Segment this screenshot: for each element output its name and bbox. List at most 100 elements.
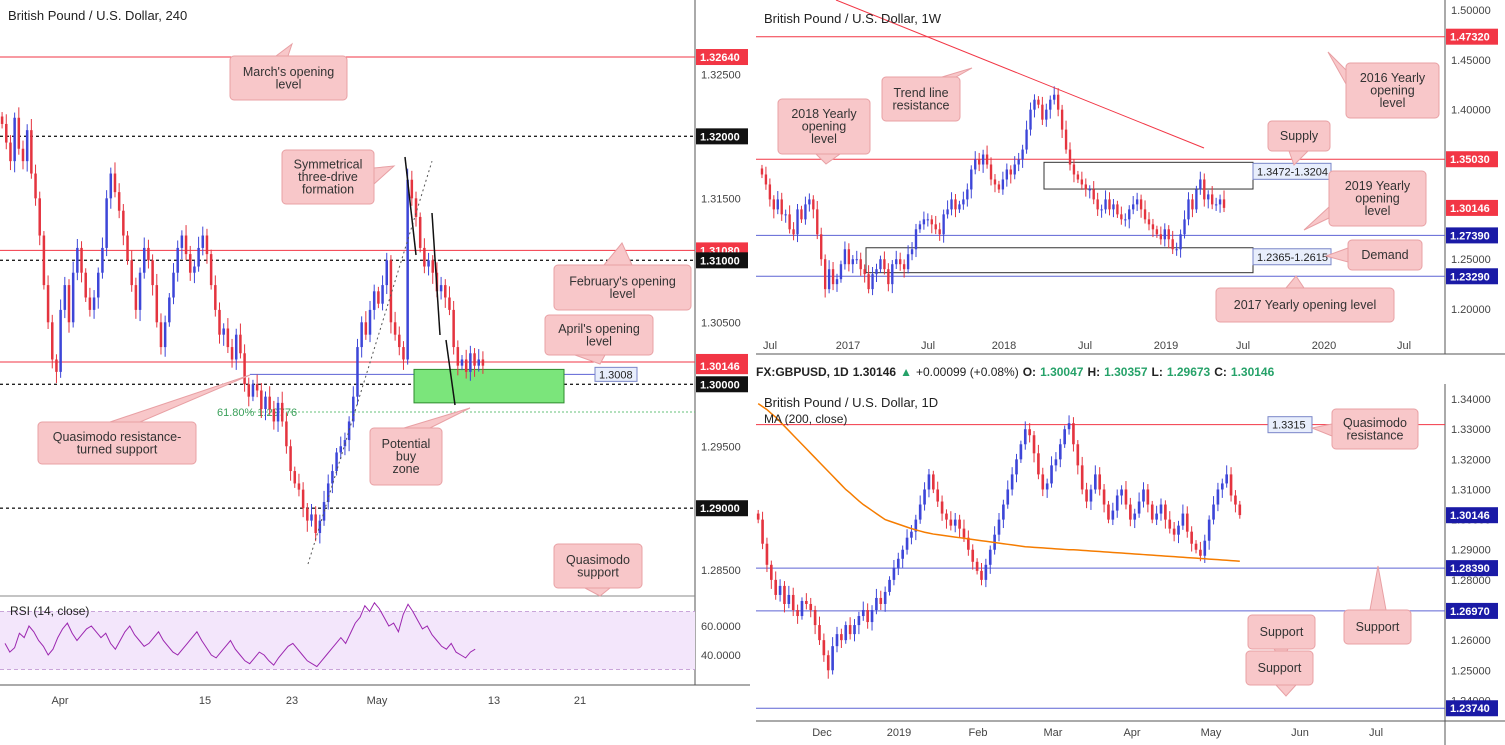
note-march-text: March's opening xyxy=(243,65,334,79)
weekly-candle xyxy=(859,259,862,270)
h4-candle xyxy=(473,353,476,366)
daily-chart-panel[interactable]: 1.340001.330001.320001.310001.300001.290… xyxy=(756,384,1505,745)
daily-candle xyxy=(901,549,904,559)
daily-candle xyxy=(1045,483,1049,490)
weekly-candle xyxy=(780,199,783,215)
daily-candle xyxy=(791,594,795,611)
h4-candle xyxy=(255,384,259,391)
weekly-candle xyxy=(1128,209,1131,220)
weekly-level-label-bg xyxy=(1446,199,1498,216)
h4-candle xyxy=(0,116,4,124)
daily-candle xyxy=(1028,429,1031,436)
weekly-candle xyxy=(958,204,961,210)
daily-candle xyxy=(949,519,953,526)
daily-candle xyxy=(1085,489,1088,502)
weekly-candle xyxy=(934,224,937,230)
h4-candle xyxy=(21,148,25,162)
h4-chart-panel[interactable]: 1.32500 1.32000 1.31500 1.31000 1.30500 1.300… xyxy=(0,0,750,712)
daily-candle xyxy=(1076,444,1080,466)
h4-chart-svg[interactable]: 1.32500 1.32000 1.31500 1.31000 1.30500 1.300… xyxy=(0,0,750,712)
weekly-candle xyxy=(1179,234,1182,250)
daily-chart-svg[interactable]: 1.340001.330001.320001.310001.300001.290… xyxy=(756,384,1505,745)
symbol-label: FX:GBPUSD, 1D xyxy=(756,365,849,379)
note-march-text: level xyxy=(276,77,302,91)
weekly-candle xyxy=(839,264,843,280)
h4-level-label-bg xyxy=(696,500,748,517)
h4-candle xyxy=(147,247,150,261)
daily-level-tag: 1.3315 xyxy=(1272,420,1306,432)
h4-candle xyxy=(9,142,12,162)
note-2018-text: opening xyxy=(802,120,847,134)
daily-candle xyxy=(1234,495,1237,505)
h4-candle xyxy=(456,347,460,366)
note-demand-box xyxy=(1347,239,1423,271)
h4-level-label: 1.29000 xyxy=(700,503,740,515)
high-value: 1.30357 xyxy=(1104,365,1148,379)
h4-candle xyxy=(80,247,83,273)
h4-candle xyxy=(251,384,255,397)
daily-candle xyxy=(783,585,786,604)
daily-level-label: 1.26970 xyxy=(1450,606,1490,618)
h4-candle xyxy=(260,390,263,410)
weekly-candle xyxy=(899,259,902,265)
weekly-trend-line xyxy=(835,0,1205,149)
rsi-line xyxy=(4,601,476,668)
weekly-candle xyxy=(930,219,933,225)
weekly-candle xyxy=(788,214,791,230)
note-2017-text: 2017 Yearly opening level xyxy=(1234,298,1376,312)
weekly-candle xyxy=(922,219,926,225)
h4-candle xyxy=(280,402,284,422)
note-support-3-box xyxy=(1245,650,1314,686)
daily-candle xyxy=(774,579,778,595)
weekly-candle xyxy=(1163,229,1166,240)
weekly-candle xyxy=(1096,199,1099,210)
note-february-box xyxy=(553,264,692,311)
weekly-candle xyxy=(1210,194,1214,205)
note-qm-support-text: support xyxy=(577,565,619,579)
daily-candle xyxy=(1137,501,1141,514)
h4-price-axis-tick: 1.29500 xyxy=(701,441,741,453)
h4-candle xyxy=(159,322,163,348)
h4-candle xyxy=(285,421,288,447)
weekly-candle xyxy=(1033,99,1036,110)
daily-chart-title: British Pound / U.S. Dollar, 1D xyxy=(764,395,939,410)
daily-candle xyxy=(1023,429,1027,445)
weekly-candle xyxy=(1025,129,1028,150)
weekly-level-label-bg xyxy=(1446,268,1498,285)
h4-candle xyxy=(385,260,388,286)
h4-arrow-1 xyxy=(404,156,417,256)
h4-price-axis-tick: 1.31500 xyxy=(701,193,741,205)
weekly-candle xyxy=(820,234,823,260)
weekly-candle xyxy=(910,249,914,255)
daily-candle xyxy=(1041,474,1045,490)
note-three-drive-text: formation xyxy=(302,183,354,197)
weekly-candle xyxy=(954,199,957,210)
daily-candle xyxy=(1177,525,1180,535)
daily-candle xyxy=(844,625,848,641)
h4-candle xyxy=(59,309,62,372)
open-label: O: xyxy=(1022,365,1037,379)
weekly-chart-svg[interactable]: 1.500001.450001.400001.350001.300001.250… xyxy=(756,0,1505,360)
weekly-candle xyxy=(847,249,851,265)
weekly-candle xyxy=(887,269,890,285)
daily-price-axis-tick: 1.26000 xyxy=(1451,635,1491,647)
daily-candle xyxy=(984,564,988,580)
panel-divider xyxy=(750,0,756,745)
weekly-chart-panel[interactable]: 1.500001.450001.400001.350001.300001.250… xyxy=(756,0,1505,360)
daily-candle xyxy=(896,558,900,568)
weekly-candle xyxy=(918,224,922,230)
weekly-candle xyxy=(891,264,894,285)
h4-candle xyxy=(25,130,29,162)
weekly-candle xyxy=(784,214,787,216)
weekly-candle xyxy=(760,168,764,175)
note-demand: Demand xyxy=(1324,239,1423,271)
daily-candle xyxy=(1050,465,1053,484)
weekly-candle xyxy=(938,229,941,235)
weekly-candle xyxy=(1132,204,1135,210)
daily-candle xyxy=(883,591,887,604)
weekly-candle xyxy=(1214,204,1218,206)
h4-candle xyxy=(423,247,426,267)
